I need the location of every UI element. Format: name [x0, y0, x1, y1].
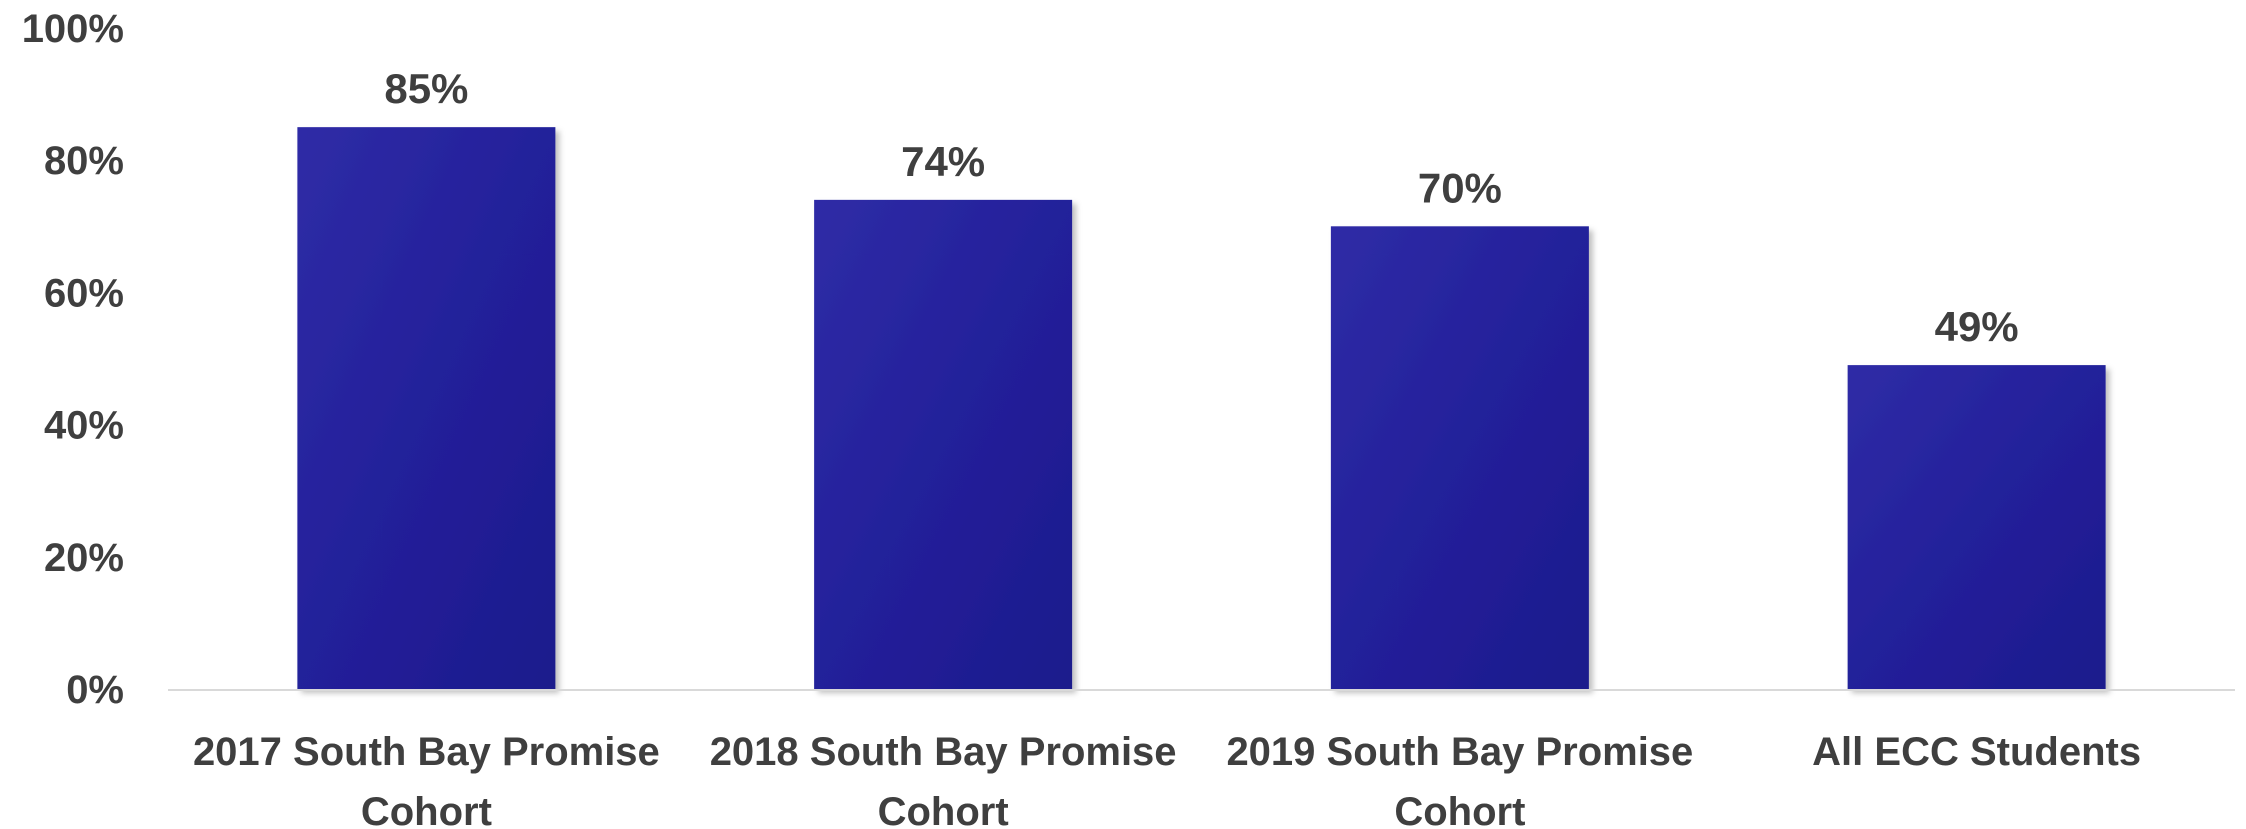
x-tick-label-line: Cohort — [1394, 790, 1525, 829]
x-tick-label-line: 2019 South Bay Promise — [1226, 730, 1693, 774]
x-tick-label: All ECC Students — [1812, 730, 2141, 774]
x-tick-label-line: All ECC Students — [1812, 730, 2141, 774]
x-tick-label-line: Cohort — [878, 790, 1009, 829]
y-axis-tick-labels: 0% 20% 40% 60% 80% 100% — [22, 7, 124, 712]
y-tick-label: 80% — [44, 139, 124, 183]
x-tick-label-line: 2017 South Bay Promise — [193, 730, 660, 774]
y-tick-label: 60% — [44, 271, 124, 315]
bar-series — [297, 127, 2106, 690]
bar — [297, 127, 556, 689]
x-tick-label-line: Cohort — [361, 790, 492, 829]
y-tick-label: 40% — [44, 404, 124, 448]
data-label: 49% — [1935, 303, 2019, 350]
bar — [1330, 226, 1589, 690]
x-tick-label: 2019 South Bay Promise Cohort — [1226, 730, 1693, 829]
data-label: 70% — [1418, 164, 1502, 211]
x-tick-label: 2018 South Bay Promise Cohort — [710, 730, 1177, 829]
y-tick-label: 100% — [22, 7, 124, 51]
bar — [814, 199, 1073, 690]
data-label: 85% — [384, 65, 468, 112]
y-tick-label: 20% — [44, 536, 124, 580]
data-label: 74% — [901, 138, 985, 185]
data-labels: 85% 74% 70% 49% — [384, 65, 2018, 350]
x-tick-label-line: 2018 South Bay Promise — [710, 730, 1177, 774]
bar — [1847, 365, 2106, 689]
y-tick-label: 0% — [66, 668, 124, 712]
x-tick-label: 2017 South Bay Promise Cohort — [193, 730, 660, 829]
